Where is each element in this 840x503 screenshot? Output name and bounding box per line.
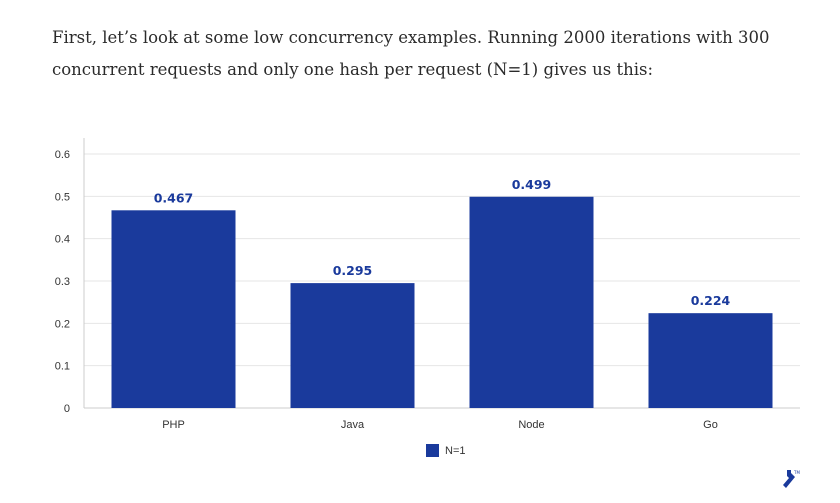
toptal-logo-icon: TM (783, 470, 800, 488)
bar-php (111, 210, 236, 408)
bar-java (290, 283, 415, 408)
legend-label: N=1 (445, 444, 466, 457)
intro-paragraph: First, let’s look at some low concurrenc… (52, 28, 770, 79)
svg-text:TM: TM (793, 470, 800, 475)
y-tick-label: 0 (64, 403, 70, 415)
x-tick-label-node: Node (518, 419, 544, 431)
chart-legend: N=1 (426, 444, 466, 457)
y-tick-label: 0.3 (55, 276, 70, 288)
legend-swatch (426, 444, 439, 457)
bar-node (469, 196, 594, 408)
data-label-java: 0.295 (333, 263, 373, 278)
y-tick-label: 0.2 (55, 318, 70, 330)
data-label-node: 0.499 (512, 177, 552, 192)
x-tick-label-php: PHP (162, 419, 185, 431)
y-tick-label: 0.4 (55, 234, 70, 246)
x-tick-label-go: Go (703, 419, 718, 431)
data-label-php: 0.467 (154, 190, 194, 205)
data-label-go: 0.224 (691, 293, 731, 308)
bar-go (648, 313, 773, 408)
y-tick-label: 0.5 (55, 191, 70, 203)
x-tick-label-java: Java (341, 419, 365, 431)
y-tick-label: 0.6 (55, 149, 70, 161)
y-tick-label: 0.1 (55, 361, 70, 373)
